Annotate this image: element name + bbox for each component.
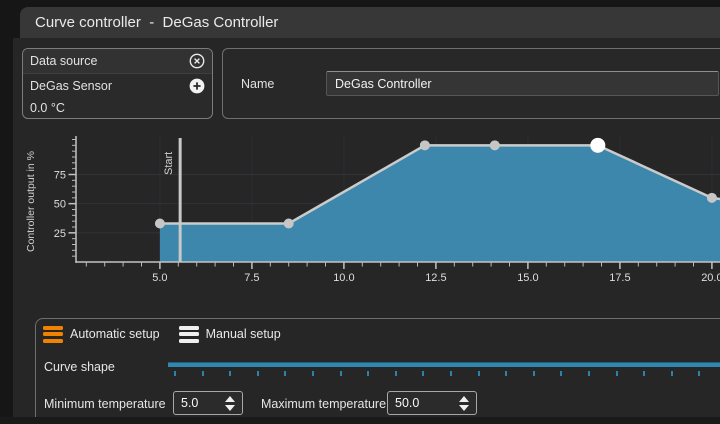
window-bottom-edge <box>0 417 720 424</box>
curve-point[interactable] <box>154 218 165 229</box>
x-tick-label: 15.0 <box>517 272 538 284</box>
name-label: Name <box>241 76 275 91</box>
data-source-panel: Data source DeGas Sensor 0.0 °C <box>22 48 213 119</box>
manual-setup-icon <box>178 325 199 343</box>
remove-source-icon[interactable] <box>189 53 205 69</box>
tab-automatic-setup[interactable]: Automatic setup <box>43 325 160 343</box>
add-source-icon[interactable] <box>189 78 205 94</box>
x-tick-label: 10.0 <box>333 272 354 284</box>
tab-label: Manual setup <box>205 327 281 341</box>
tab-manual-setup[interactable]: Manual setup <box>178 325 281 343</box>
min-temperature-label: Minimum temperature <box>44 397 166 411</box>
spin-up-icon[interactable] <box>225 395 235 402</box>
y-tick-label: 50 <box>54 199 66 211</box>
setup-panel <box>35 318 720 424</box>
curve-point[interactable] <box>706 192 717 203</box>
curve-chart[interactable]: Start 25 50 75 5.0 7.5 10.0 12.5 15.0 17.5 20.0 Con… <box>0 128 720 290</box>
sensor-value-row: 0.0 °C <box>23 97 212 118</box>
name-input[interactable] <box>326 71 719 96</box>
curve-point[interactable] <box>283 218 294 229</box>
setup-tabs: Automatic setup Manual setup <box>43 321 281 347</box>
data-source-title: Data source <box>30 54 98 68</box>
curve-chart-svg[interactable]: Start 25 50 75 5.0 7.5 10.0 12.5 15.0 17.5 20.0 Con… <box>0 128 720 290</box>
sensor-row: DeGas Sensor <box>23 74 212 97</box>
name-panel: Name <box>222 48 720 119</box>
spin-up-icon[interactable] <box>459 395 469 402</box>
max-temperature-arrows[interactable] <box>459 395 469 411</box>
page-title: Curve controller - DeGas Controller <box>35 14 279 31</box>
min-temperature-arrows[interactable] <box>225 395 235 411</box>
x-tick-label: 7.5 <box>244 272 259 284</box>
max-temperature-label: Maximum temperature <box>261 397 387 411</box>
min-temperature-spinner <box>173 391 243 415</box>
start-line-label: Start <box>163 152 175 175</box>
window-tab[interactable]: Curve controller - DeGas Controller <box>20 7 720 38</box>
x-tick-label: 5.0 <box>152 272 167 284</box>
tab-label: Automatic setup <box>70 327 160 341</box>
y-tick-label: 75 <box>54 170 66 182</box>
automatic-setup-icon <box>43 325 63 343</box>
curve-point[interactable] <box>419 140 430 151</box>
spin-down-icon[interactable] <box>225 404 235 411</box>
x-tick-label: 20.0 <box>701 272 720 284</box>
spin-down-icon[interactable] <box>459 404 469 411</box>
y-axis-label: Controller output in % <box>25 151 37 252</box>
max-temperature-spinner <box>387 391 477 415</box>
curve-area-fill <box>159 145 720 262</box>
curve-point-selected[interactable] <box>590 137 606 153</box>
curve-shape-slider-ticks <box>168 371 720 377</box>
x-tick-label: 17.5 <box>609 272 630 284</box>
x-tick-label: 12.5 <box>425 272 446 284</box>
data-source-header: Data source <box>23 49 212 74</box>
sensor-value: 0.0 °C <box>30 100 65 115</box>
max-temperature-input[interactable] <box>395 396 433 410</box>
sensor-name: DeGas Sensor <box>30 78 112 93</box>
min-temperature-input[interactable] <box>181 396 219 410</box>
y-tick-label: 25 <box>54 228 66 240</box>
curve-shape-slider[interactable] <box>168 362 720 367</box>
curve-shape-label: Curve shape <box>44 360 115 374</box>
curve-point[interactable] <box>489 140 500 151</box>
